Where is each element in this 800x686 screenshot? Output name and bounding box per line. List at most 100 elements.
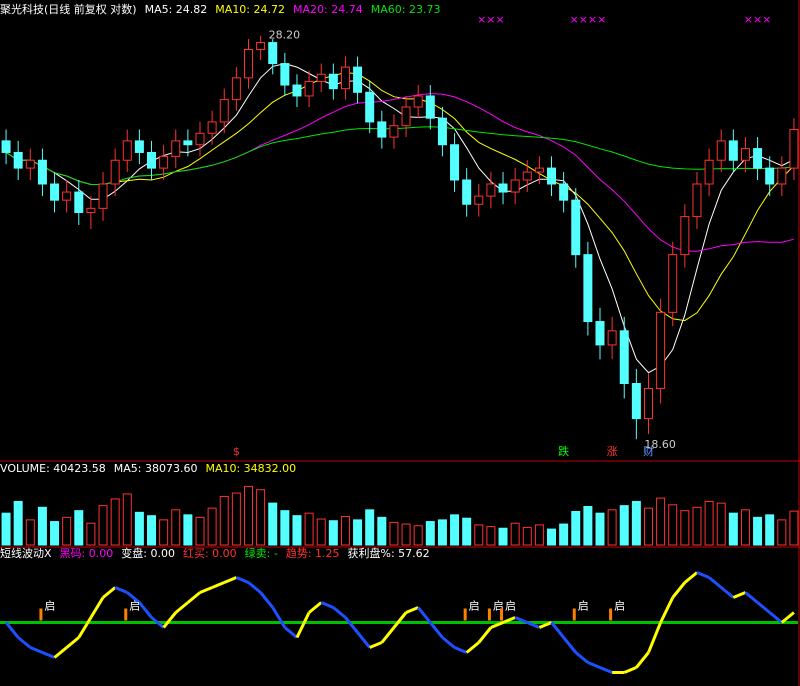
indicator-segment bbox=[756, 601, 771, 614]
candle-body bbox=[50, 183, 60, 201]
candle-body bbox=[607, 330, 617, 346]
annotation: 涨 bbox=[607, 445, 618, 458]
signal-label: 启 bbox=[614, 600, 625, 613]
volume-bar bbox=[365, 509, 375, 546]
indicator-segment bbox=[514, 616, 528, 624]
indicator-segment bbox=[392, 611, 408, 629]
volume-bar bbox=[401, 523, 411, 546]
volume-bar bbox=[110, 498, 120, 546]
volume-bar bbox=[304, 512, 314, 546]
candle-body bbox=[389, 125, 399, 138]
volume-bar bbox=[692, 506, 702, 546]
indicator-segment bbox=[465, 641, 480, 654]
legend-entry: MA60: 23.73 bbox=[371, 3, 441, 16]
candle-body bbox=[353, 66, 363, 93]
indicator-segment bbox=[671, 581, 687, 599]
candle-body bbox=[74, 191, 84, 213]
candle-body bbox=[486, 183, 496, 197]
volume-bar bbox=[474, 524, 484, 546]
candle-body bbox=[1, 140, 11, 153]
candle-body bbox=[243, 49, 253, 79]
volume-bar bbox=[656, 497, 666, 546]
signal-bar bbox=[487, 608, 491, 621]
volume-bar bbox=[619, 505, 629, 546]
indicator-segment bbox=[65, 636, 80, 649]
candle-body bbox=[704, 159, 714, 185]
candle-body bbox=[171, 140, 181, 157]
candle-body bbox=[304, 80, 314, 97]
volume-bar bbox=[25, 519, 35, 546]
volume-bar bbox=[256, 489, 266, 546]
candle-body bbox=[86, 207, 96, 213]
candle-body bbox=[183, 140, 193, 146]
candle-body bbox=[765, 167, 775, 185]
volume-bar bbox=[195, 516, 205, 546]
indicator-segment bbox=[587, 661, 601, 669]
indicator-segment bbox=[53, 646, 68, 659]
candle-body bbox=[401, 106, 411, 127]
volume-bar bbox=[498, 527, 508, 546]
candle-body bbox=[522, 171, 532, 181]
candle-body bbox=[498, 183, 508, 193]
candle-body bbox=[631, 383, 641, 420]
indicator-segment bbox=[114, 586, 128, 594]
volume-bar bbox=[668, 504, 678, 546]
volume-bar bbox=[62, 516, 72, 546]
candle-body bbox=[134, 140, 144, 153]
indicator-segment bbox=[477, 626, 493, 644]
indicator-segment bbox=[502, 616, 516, 624]
candle-body bbox=[692, 183, 702, 218]
annotation: 跌 bbox=[558, 444, 569, 458]
volume-bar bbox=[74, 510, 84, 546]
indicator-segment bbox=[720, 586, 735, 599]
candle-body bbox=[547, 167, 557, 185]
candle-body bbox=[450, 144, 460, 181]
indicator-segment bbox=[623, 666, 637, 674]
signal-bar bbox=[463, 608, 467, 621]
volume-bar bbox=[534, 524, 544, 546]
volume-bar bbox=[316, 518, 326, 546]
indicator-segment bbox=[150, 616, 165, 629]
indicator-segment bbox=[490, 621, 504, 629]
legend-entry: MA20: 24.74 bbox=[293, 3, 363, 16]
indicator-segment bbox=[708, 576, 723, 589]
indicator-segment bbox=[369, 641, 383, 649]
candle-body bbox=[195, 132, 205, 146]
volume-bar bbox=[559, 523, 569, 546]
indicator-segment bbox=[344, 616, 359, 634]
candle-body bbox=[365, 91, 375, 123]
indicator-segment bbox=[17, 636, 32, 649]
volume-bar bbox=[377, 516, 387, 546]
volume-bar bbox=[547, 528, 557, 546]
signal-label: 启 bbox=[578, 600, 589, 613]
volume-bar bbox=[680, 510, 690, 546]
indicator-segment bbox=[186, 591, 201, 604]
volume-bar bbox=[704, 500, 714, 546]
indicator-segment bbox=[744, 591, 759, 604]
volume-bar bbox=[37, 506, 47, 546]
candle-body bbox=[753, 148, 763, 169]
indicator-segment bbox=[259, 591, 274, 609]
legend-entry: MA5: 38073.60 bbox=[114, 462, 198, 475]
indicator-segment bbox=[223, 576, 237, 584]
candle-body bbox=[789, 128, 799, 169]
volume-bar bbox=[183, 514, 193, 546]
volume-bar bbox=[231, 492, 241, 546]
candle-body bbox=[534, 167, 544, 173]
candle-body bbox=[147, 151, 157, 169]
volume-bar bbox=[389, 521, 399, 546]
indicator-segment bbox=[441, 636, 456, 649]
volume-bar bbox=[643, 507, 653, 546]
candle-body bbox=[437, 117, 447, 146]
signal-bar bbox=[39, 608, 43, 621]
volume-bar bbox=[740, 509, 750, 546]
indicator-segment bbox=[247, 581, 262, 594]
indicator-segment bbox=[647, 621, 662, 654]
candle-body bbox=[122, 140, 132, 161]
indicator-segment bbox=[574, 651, 589, 664]
volume-bar bbox=[753, 516, 763, 546]
candle-body bbox=[656, 311, 666, 389]
indicator-segment bbox=[780, 611, 795, 624]
volume-bar bbox=[425, 521, 435, 546]
